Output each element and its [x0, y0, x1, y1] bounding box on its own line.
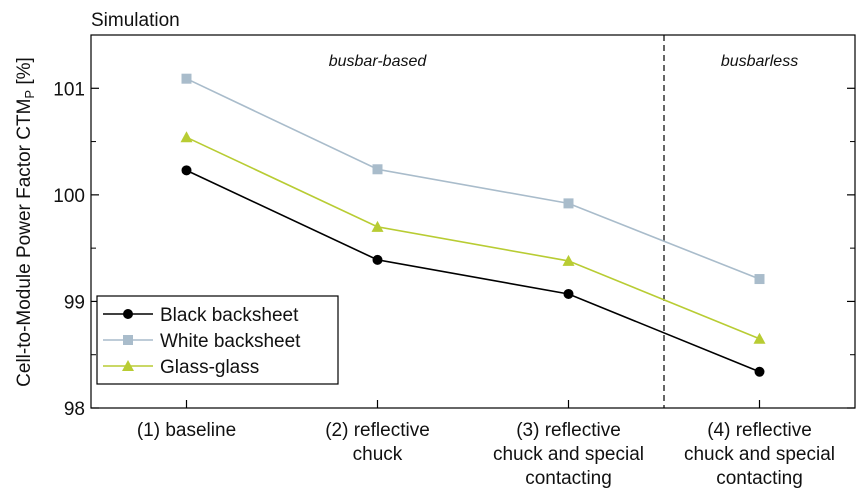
x-tick-label-line: contacting — [525, 468, 612, 489]
region-layer: busbar-based busbarless — [329, 35, 798, 408]
x-tick-label-line: (1) baseline — [137, 420, 236, 441]
series-white-backsheet — [181, 73, 765, 285]
data-point — [563, 288, 574, 299]
x-tick-label: (4) reflective chuck and special contactin… — [684, 420, 835, 489]
data-point — [562, 254, 575, 266]
plot-frame — [90, 34, 856, 409]
data-point — [753, 332, 766, 344]
series-line — [186, 136, 760, 340]
data-point — [181, 165, 192, 176]
series-line — [186, 77, 760, 280]
series-glass-glass — [180, 131, 766, 344]
data-point — [371, 220, 384, 232]
data-point — [372, 254, 383, 265]
x-tick-label-line: chuck — [353, 444, 403, 465]
region-label-busbarless: busbarless — [721, 53, 798, 70]
x-tick-label: (1) baseline — [137, 420, 236, 441]
region-label-busbar-based: busbar-based — [329, 53, 428, 70]
x-tick-label: (2) reflective chuck — [325, 420, 430, 465]
y-tick-label: 98 — [64, 399, 85, 420]
data-point — [181, 73, 192, 84]
x-tick-label-line: contacting — [716, 468, 803, 489]
data-point — [754, 274, 765, 285]
x-tick-label-line: chuck and special — [684, 444, 835, 465]
legend-marker — [123, 335, 133, 345]
legend-label: Black backsheet — [160, 305, 299, 326]
y-axis-title-unit: [%] — [14, 57, 35, 90]
data-point — [563, 198, 574, 209]
x-tick-label-line: (3) reflective — [516, 420, 621, 441]
data-point — [180, 131, 193, 143]
x-tick-label-line: (2) reflective — [325, 420, 430, 441]
y-axis-title-subscript: P — [22, 90, 37, 99]
legend-marker — [122, 360, 134, 371]
axes-layer: 98 99 100 101 (1) baseline (2) reflective chuc… — [53, 79, 855, 489]
legend-marker — [123, 309, 133, 319]
data-point — [372, 164, 383, 175]
chart-title: Simulation — [91, 10, 180, 31]
y-tick-label: 101 — [53, 79, 85, 100]
series-black-backsheet — [181, 165, 765, 377]
y-tick-label: 100 — [53, 186, 85, 207]
x-tick-label: (3) reflective chuck and special contactin… — [493, 420, 644, 489]
x-tick-label-line: (4) reflective — [707, 420, 812, 441]
x-tick-label-line: chuck and special — [493, 444, 644, 465]
series-layer — [180, 73, 766, 377]
series-line — [186, 169, 760, 373]
legend-label: Glass-glass — [160, 357, 259, 378]
legend-label: White backsheet — [160, 331, 301, 352]
data-point — [754, 366, 765, 377]
legend: Black backsheet White backsheet Glass-glas… — [96, 295, 339, 385]
y-axis-title-main: Cell-to-Module Power Factor CTM — [14, 99, 35, 387]
y-axis-title: Cell-to-Module Power Factor CTMP [%] — [14, 57, 37, 387]
y-tick-label: 99 — [64, 292, 85, 313]
